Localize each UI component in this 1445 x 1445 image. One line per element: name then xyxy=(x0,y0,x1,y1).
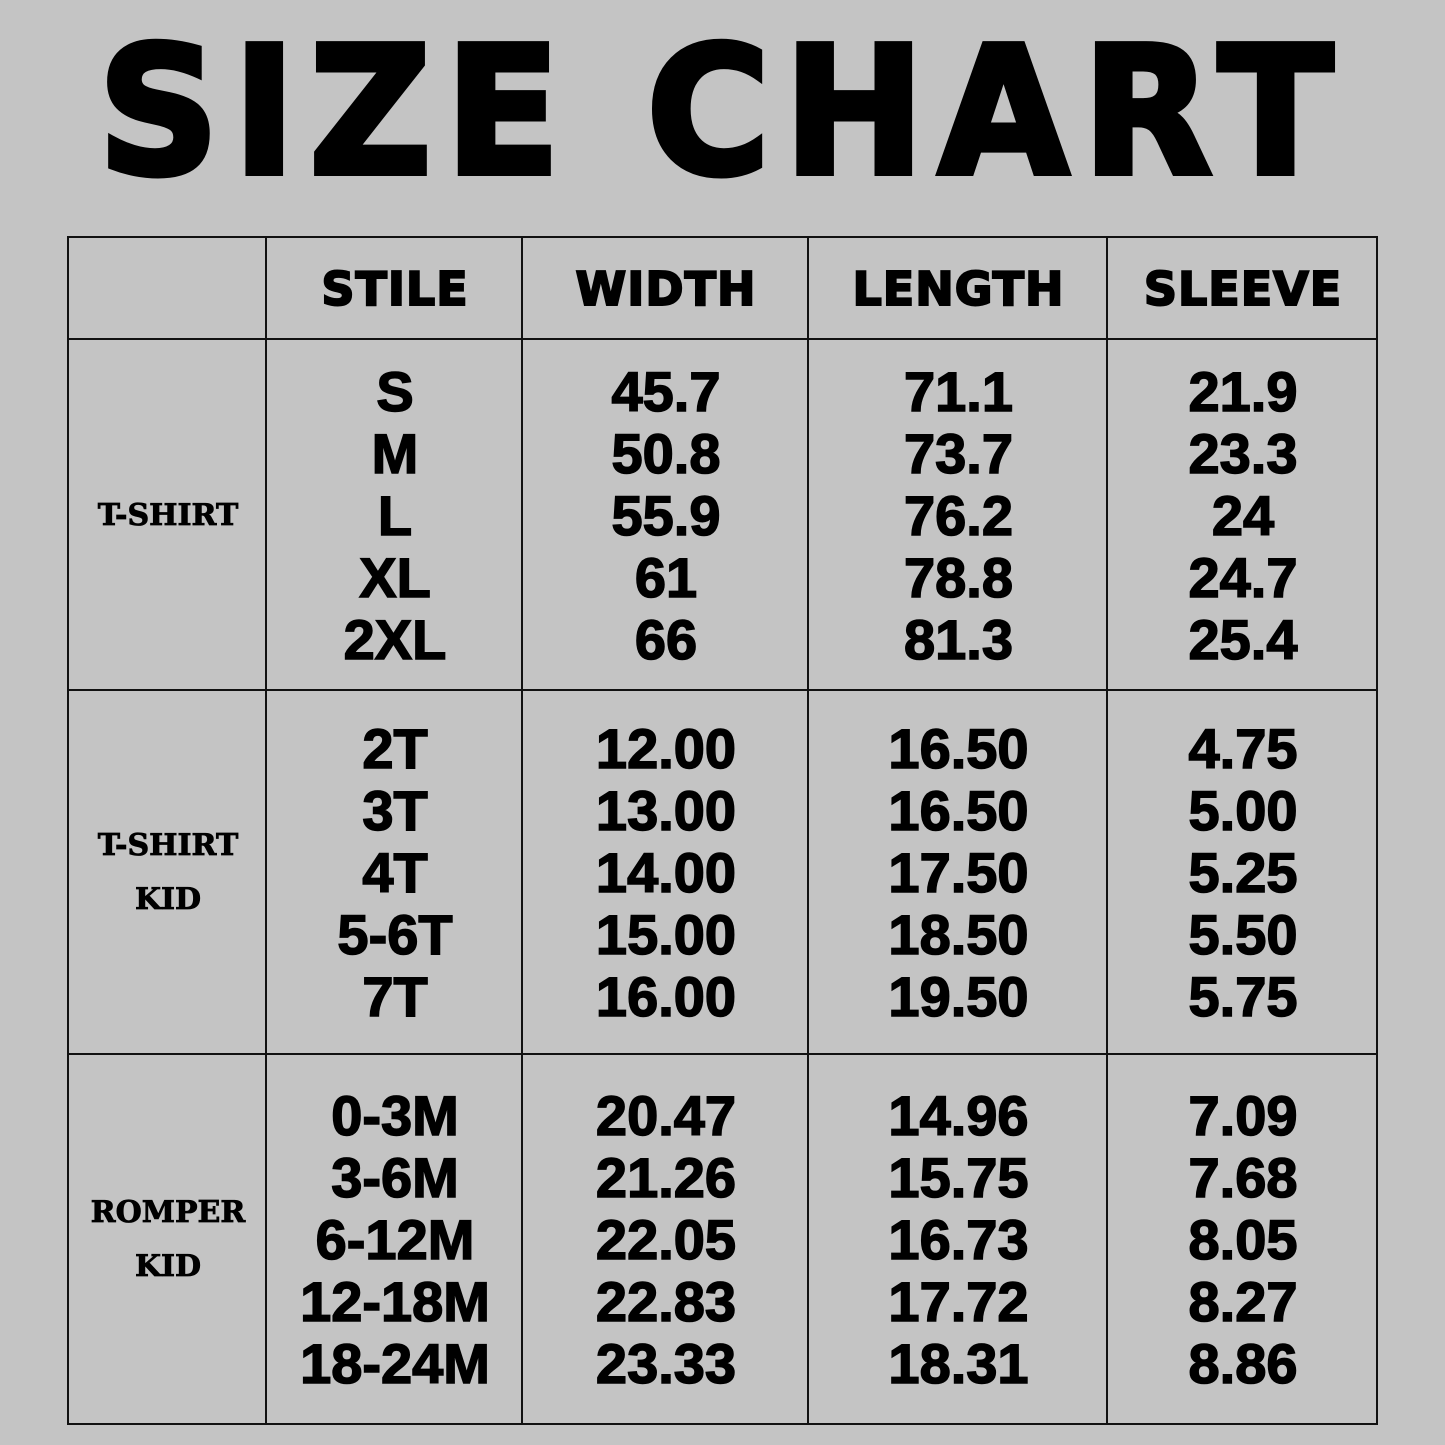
table-cell-width: 15.00 xyxy=(595,903,737,967)
group-label: T-SHIRT KID xyxy=(69,691,267,1055)
table-cell-sleeve: 5.75 xyxy=(1188,965,1299,1029)
column-divider xyxy=(1106,238,1108,1423)
table-cell-sleeve: 21.9 xyxy=(1188,359,1299,423)
table-cell-length: 19.50 xyxy=(888,965,1030,1029)
table-cell-length: 18.50 xyxy=(888,903,1030,967)
table-cell-width: 22.83 xyxy=(595,1270,737,1334)
column-stile-values: 2T 3T 4T 5-6T 7T xyxy=(267,691,523,1055)
column-divider xyxy=(807,238,809,1423)
table-cell-length: 18.31 xyxy=(888,1332,1030,1396)
column-width-values: 20.47 21.26 22.05 22.83 23.33 xyxy=(523,1055,809,1425)
table-cell-length: 14.96 xyxy=(888,1084,1030,1148)
table-cell-width: 14.00 xyxy=(595,841,737,905)
table-cell-sleeve: 7.09 xyxy=(1188,1084,1299,1148)
group-label-line: KID xyxy=(134,882,202,918)
table-cell-sleeve: 7.68 xyxy=(1188,1146,1299,1210)
table-cell-sleeve: 5.25 xyxy=(1188,841,1299,905)
column-length-values: 14.96 15.75 16.73 17.72 18.31 xyxy=(809,1055,1108,1425)
page-title: SIZE CHART xyxy=(95,6,1347,218)
column-length-values: 71.1 73.7 76.2 78.8 81.3 xyxy=(809,340,1108,691)
table-cell-sleeve: 5.00 xyxy=(1188,779,1299,843)
table-cell-sleeve: 4.75 xyxy=(1188,717,1299,781)
column-divider xyxy=(521,238,523,1423)
table-cell-stile: 7T xyxy=(362,965,429,1029)
table-cell-length: 15.75 xyxy=(888,1146,1030,1210)
table-cell-stile: 3-6M xyxy=(330,1146,459,1210)
column-sleeve-values: 21.9 23.3 24 24.7 25.4 xyxy=(1108,340,1378,691)
table-cell-sleeve: 5.50 xyxy=(1188,903,1299,967)
table-cell-length: 71.1 xyxy=(903,359,1014,423)
table-cell-stile: 2T xyxy=(362,717,429,781)
table-cell-length: 16.50 xyxy=(888,717,1030,781)
table-cell-length: 81.3 xyxy=(903,607,1014,671)
table-cell-stile: 2XL xyxy=(343,607,447,671)
column-divider xyxy=(265,238,267,1423)
table-cell-sleeve: 25.4 xyxy=(1188,607,1299,671)
table-cell-width: 21.26 xyxy=(595,1146,737,1210)
table-cell-width: 55.9 xyxy=(611,483,722,547)
group-label-line: KID xyxy=(134,1249,202,1285)
table-cell-stile: 0-3M xyxy=(330,1084,459,1148)
table-cell-width: 22.05 xyxy=(595,1208,737,1272)
table-cell-length: 73.7 xyxy=(903,421,1014,485)
table-cell-stile: 4T xyxy=(362,841,429,905)
column-length-values: 16.50 16.50 17.50 18.50 19.50 xyxy=(809,691,1108,1055)
group-label: ROMPER KID xyxy=(69,1055,267,1425)
table-cell-width: 20.47 xyxy=(595,1084,737,1148)
table-cell-width: 12.00 xyxy=(595,717,737,781)
table-cell-sleeve: 8.27 xyxy=(1188,1270,1299,1334)
table-cell-width: 16.00 xyxy=(595,965,737,1029)
group-label-line: ROMPER xyxy=(90,1195,246,1231)
table-cell-stile: XL xyxy=(358,545,431,609)
table-cell-length: 78.8 xyxy=(903,545,1014,609)
table-cell-length: 16.50 xyxy=(888,779,1030,843)
table-cell-length: 76.2 xyxy=(903,483,1014,547)
table-cell-width: 23.33 xyxy=(595,1332,737,1396)
header-empty xyxy=(69,238,267,340)
table-cell-stile: 18-24M xyxy=(299,1332,490,1396)
table-cell-width: 13.00 xyxy=(595,779,737,843)
row-divider xyxy=(69,689,1376,691)
table-cell-stile: M xyxy=(371,421,419,485)
table-cell-sleeve: 23.3 xyxy=(1188,421,1299,485)
header-width: WIDTH xyxy=(575,261,757,317)
table-cell-length: 17.50 xyxy=(888,841,1030,905)
table-cell-sleeve: 8.86 xyxy=(1188,1332,1299,1396)
table-cell-sleeve: 24 xyxy=(1211,483,1275,547)
table-cell-width: 50.8 xyxy=(611,421,722,485)
table-cell-sleeve: 8.05 xyxy=(1188,1208,1299,1272)
row-divider xyxy=(69,1053,1376,1055)
row-divider xyxy=(69,338,1376,340)
table-cell-stile: 6-12M xyxy=(315,1208,475,1272)
column-stile-values: 0-3M 3-6M 6-12M 12-18M 18-24M xyxy=(267,1055,523,1425)
column-width-values: 12.00 13.00 14.00 15.00 16.00 xyxy=(523,691,809,1055)
table-cell-sleeve: 24.7 xyxy=(1188,545,1299,609)
table-cell-stile: 3T xyxy=(362,779,429,843)
table-cell-stile: 12-18M xyxy=(299,1270,490,1334)
group-label-line: T-SHIRT xyxy=(97,497,239,533)
size-table: STILE WIDTH LENGTH SLEEVE T-SHIRT S M L XL 2XL 45.… xyxy=(67,236,1378,1425)
table-cell-length: 17.72 xyxy=(888,1270,1030,1334)
header-length: LENGTH xyxy=(851,261,1065,317)
table-cell-width: 61 xyxy=(634,545,698,609)
column-stile-values: S M L XL 2XL xyxy=(267,340,523,691)
header-sleeve: SLEEVE xyxy=(1143,261,1343,317)
header-stile: STILE xyxy=(320,261,469,317)
column-sleeve-values: 4.75 5.00 5.25 5.50 5.75 xyxy=(1108,691,1378,1055)
table-cell-length: 16.73 xyxy=(888,1208,1030,1272)
table-cell-stile: L xyxy=(377,483,413,547)
column-width-values: 45.7 50.8 55.9 61 66 xyxy=(523,340,809,691)
table-cell-stile: 5-6T xyxy=(337,903,454,967)
table-cell-stile: S xyxy=(376,359,415,423)
table-cell-width: 66 xyxy=(634,607,698,671)
table-cell-width: 45.7 xyxy=(611,359,722,423)
group-label-line: T-SHIRT xyxy=(97,828,239,864)
column-sleeve-values: 7.09 7.68 8.05 8.27 8.86 xyxy=(1108,1055,1378,1425)
group-label: T-SHIRT xyxy=(69,340,267,691)
